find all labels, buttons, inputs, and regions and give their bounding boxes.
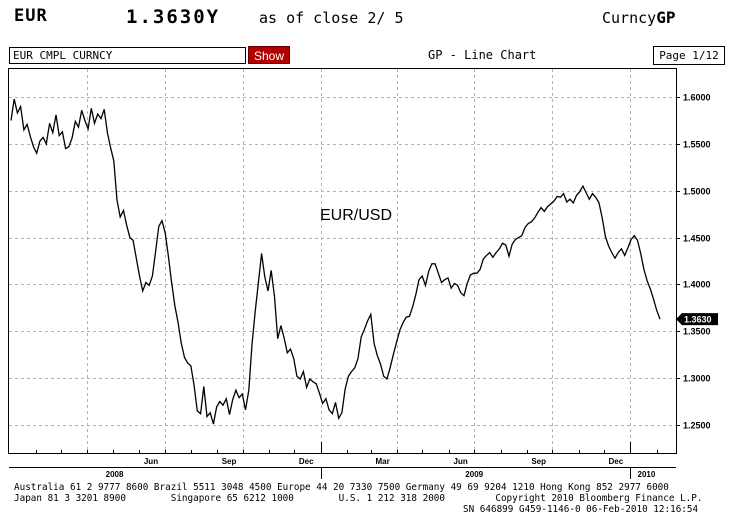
page-indicator[interactable]: Page 1/12 — [653, 46, 725, 65]
security-input[interactable]: EUR CMPL CURNCY — [9, 47, 246, 64]
function-label: CurncyGP — [602, 8, 675, 27]
line-chart: 1.6000 1.5500 1.5000 1.4500 1.4000 1.3500 1.30… — [8, 68, 718, 479]
series-annotation: EUR/USD — [320, 207, 392, 224]
command-bar: EUR CMPL CURNCY Show GP - Line Chart Pag… — [8, 46, 726, 65]
show-button[interactable]: Show — [248, 46, 290, 64]
series-line-eur-usd — [10, 98, 661, 425]
x-tick-label: Dec — [609, 457, 624, 466]
x-year-label: 2009 — [465, 470, 483, 479]
x-year-label: 2008 — [106, 470, 124, 479]
market-sector: Curncy — [602, 9, 657, 27]
x-tick-label: Jun — [144, 457, 158, 466]
footer-contacts-line1: Australia 61 2 9777 8600 Brazil 5511 304… — [14, 482, 669, 493]
y-tick-label: 1.4500 — [683, 234, 711, 244]
y-tick-label: 1.4000 — [683, 280, 711, 290]
y-tick-label: 1.3000 — [683, 374, 711, 384]
y-tick-label: 1.2500 — [683, 421, 711, 431]
x-year-label: 2010 — [638, 470, 656, 479]
chart-type-label: GP - Line Chart — [428, 48, 537, 62]
x-tick-label: Sep — [222, 457, 237, 466]
last-value-label: 1.3630 — [684, 315, 712, 325]
x-tick-label: Mar — [375, 457, 389, 466]
gridlines — [9, 69, 676, 454]
x-tick-label: Sep — [531, 457, 546, 466]
last-value-tag: 1.3630 — [676, 313, 718, 326]
plot-frame — [8, 68, 677, 454]
footer-contacts-line2: Japan 81 3 3201 8900 Singapore 65 6212 1… — [14, 493, 703, 504]
y-tick-label: 1.3500 — [683, 327, 711, 337]
x-tick-label: Dec — [299, 457, 314, 466]
chart-area: 1.6000 1.5500 1.5000 1.4500 1.4000 1.3500 1.30… — [0, 66, 736, 486]
x-tick-label: Jun — [454, 457, 468, 466]
function-code: GP — [656, 8, 676, 27]
y-tick-label: 1.6000 — [683, 93, 711, 103]
security-ticker: EUR — [14, 6, 48, 26]
y-tick-label: 1.5000 — [683, 187, 711, 197]
x-axis: Jun Sep Dec Mar Jun Sep Dec 2008 2009 2010 — [9, 442, 676, 479]
as-of-date: as of close 2/ 5 — [259, 9, 404, 27]
last-price: 1.3630Y — [126, 6, 221, 28]
footer-serial: SN 646899 G459-1146-0 06-Feb-2010 12:16:… — [463, 504, 699, 515]
y-axis: 1.6000 1.5500 1.5000 1.4500 1.4000 1.3500 1.30… — [676, 93, 711, 431]
last-value-box — [676, 313, 718, 326]
y-tick-label: 1.5500 — [683, 140, 711, 150]
